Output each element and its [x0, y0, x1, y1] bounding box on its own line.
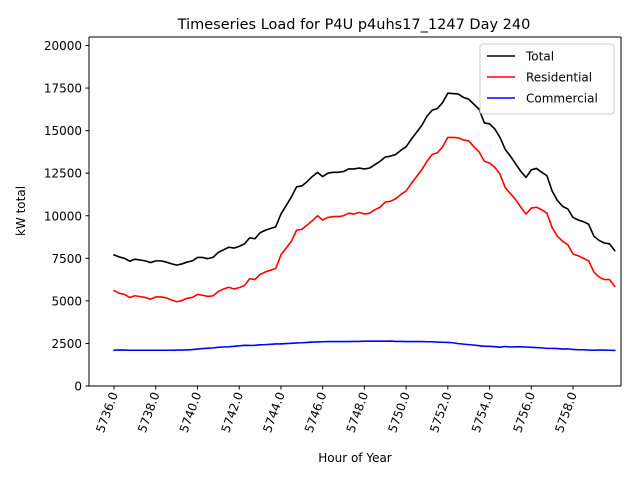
x-tick-label: 5750.0 [385, 390, 413, 434]
legend-label-commercial: Commercial [526, 92, 598, 106]
x-tick-label: 5748.0 [344, 390, 372, 434]
series-layer [112, 92, 616, 352]
axis-frame [88, 36, 622, 387]
y-tick-label: 20000 [44, 39, 82, 53]
y-tick-label: 10000 [44, 209, 82, 223]
x-tick-label: 5742.0 [219, 390, 247, 434]
series-line-residential [112, 136, 616, 303]
legend-label-residential: Residential [526, 71, 592, 85]
x-tick-label: 5754.0 [469, 390, 497, 434]
x-axis-label: Hour of Year [318, 451, 392, 465]
y-tick-label: 12500 [44, 167, 82, 181]
x-tick-label: 5744.0 [260, 390, 288, 434]
legend-label-total: Total [525, 50, 554, 64]
series-line-commercial [113, 340, 616, 352]
x-tick-label: 5752.0 [427, 390, 455, 434]
y-tick-label: 2500 [51, 337, 82, 351]
x-tick-label: 5756.0 [511, 390, 539, 434]
chart-title: Timeseries Load for P4U p4uhs17_1247 Day… [177, 17, 531, 33]
y-tick-label: 17500 [44, 82, 82, 96]
x-tick-label: 5740.0 [177, 390, 205, 434]
x-tick-label: 5758.0 [552, 390, 580, 434]
x-tick-label: 5738.0 [135, 390, 163, 434]
legend: Total Residential Commercial [479, 43, 615, 115]
legend-box [479, 43, 615, 115]
x-tick-label: 5736.0 [93, 390, 121, 434]
x-tick-label: 5746.0 [302, 390, 330, 434]
x-axis-ticks: 5736.0 5738.0 5740.0 5742.0 5744.0 5746.0 5748… [93, 386, 580, 434]
y-axis-label: kW total [14, 186, 28, 236]
y-tick-label: 5000 [51, 294, 82, 308]
y-tick-label: 7500 [51, 252, 82, 266]
y-tick-label: 15000 [44, 124, 82, 138]
y-axis-ticks: 0 2500 5000 7500 10000 12500 15000 17500 20000 [44, 39, 89, 394]
y-tick-label: 0 [74, 380, 82, 394]
series-line-total [113, 92, 616, 266]
